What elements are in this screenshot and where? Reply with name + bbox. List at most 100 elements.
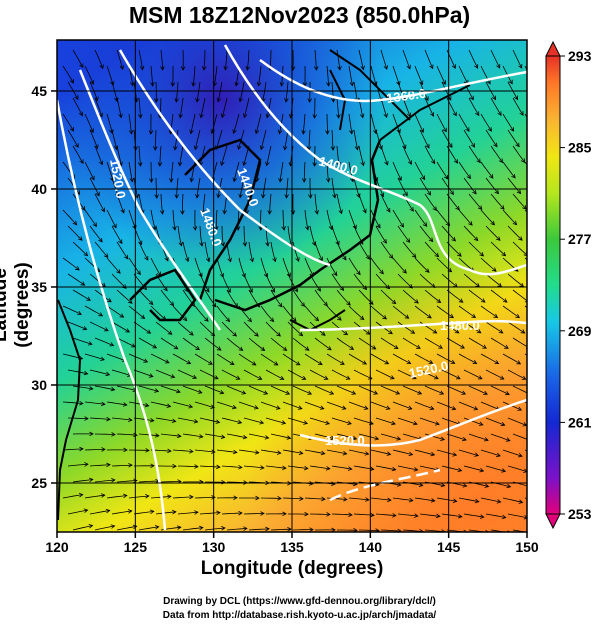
streamline-arrow <box>195 193 200 199</box>
streamline-arrow <box>216 346 222 351</box>
streamline <box>326 353 345 365</box>
streamline-arrow <box>128 129 134 135</box>
streamline-arrow <box>388 330 393 335</box>
streamline <box>348 497 369 501</box>
streamline <box>353 129 358 150</box>
streamline <box>199 321 215 337</box>
streamline <box>370 497 391 501</box>
streamline <box>480 113 492 132</box>
streamline <box>116 337 136 348</box>
streamline <box>94 433 116 435</box>
credit-data: Data from http://database.rish.kyoto-u.a… <box>162 610 437 621</box>
streamline-arrow <box>448 143 453 149</box>
streamline-arrow <box>174 194 179 199</box>
streamline-arrow <box>348 512 353 517</box>
streamline <box>190 113 196 134</box>
streamline <box>94 525 115 531</box>
streamline <box>226 289 238 308</box>
streamline-arrow <box>469 95 474 101</box>
streamline-arrow <box>286 272 291 278</box>
streamline-arrow <box>393 344 399 350</box>
streamline-arrow <box>191 82 196 87</box>
streamline <box>370 305 387 320</box>
streamline <box>490 241 506 256</box>
streamline-arrow <box>491 95 497 101</box>
streamline <box>502 305 520 318</box>
streamline <box>226 337 243 351</box>
streamline <box>424 337 443 349</box>
streamline-arrow <box>349 345 355 350</box>
streamline <box>72 385 93 390</box>
streamline-arrow <box>457 513 463 519</box>
streamline-arrow <box>518 63 523 69</box>
streamline <box>507 273 524 288</box>
streamline-arrow <box>170 82 176 87</box>
streamline <box>111 321 130 333</box>
streamline <box>284 129 289 150</box>
streamline-arrow <box>496 452 501 458</box>
streamline <box>512 241 527 256</box>
streamline-arrow <box>501 514 507 520</box>
streamline-arrow <box>303 420 308 425</box>
streamline-arrow <box>425 268 430 273</box>
streamline-arrow <box>300 302 306 307</box>
streamline-arrow <box>406 359 412 364</box>
streamline <box>106 305 124 318</box>
streamline-arrow <box>519 111 524 116</box>
streamline <box>67 417 89 420</box>
streamline-arrow <box>232 332 237 337</box>
streamline-arrow <box>320 331 326 336</box>
streamline <box>424 241 439 257</box>
streamline <box>397 465 418 471</box>
streamline-arrow <box>101 447 106 452</box>
streamline-arrow <box>279 375 285 380</box>
streamline-arrow <box>251 361 257 366</box>
streamline-arrow <box>384 160 389 166</box>
streamline-arrow <box>492 267 497 272</box>
streamline <box>397 513 418 517</box>
streamline <box>392 257 407 274</box>
streamline-arrow <box>243 113 248 119</box>
streamline-arrow <box>497 111 502 117</box>
streamline-arrow <box>396 436 402 441</box>
streamline <box>414 65 423 85</box>
streamline <box>530 226 544 240</box>
streamline <box>326 401 346 410</box>
streamline <box>204 241 210 262</box>
streamline-arrow <box>516 189 522 195</box>
streamline <box>106 257 121 274</box>
streamline <box>270 433 291 439</box>
streamline-arrow <box>128 417 133 422</box>
streamline-arrow <box>127 509 133 514</box>
streamline-arrow <box>199 241 204 247</box>
streamline-arrow <box>90 175 95 181</box>
streamline-arrow <box>167 448 172 454</box>
streamline-arrow <box>254 450 260 455</box>
streamline <box>160 289 174 306</box>
streamline <box>468 241 484 257</box>
streamline-arrow <box>539 190 543 194</box>
streamline-arrow <box>352 435 358 441</box>
streamline <box>370 353 389 365</box>
streamline-arrow <box>385 284 391 290</box>
streamline-arrow <box>536 268 540 272</box>
streamline <box>348 209 357 229</box>
streamline-arrow <box>163 286 168 292</box>
streamline <box>463 273 480 288</box>
streamline <box>507 225 523 241</box>
streamline <box>392 449 413 455</box>
streamline-arrow <box>450 359 456 364</box>
streamline-arrow <box>128 463 133 468</box>
streamline-arrow <box>331 98 336 103</box>
colorbar-gradient <box>545 55 561 515</box>
streamline-arrow <box>309 481 314 486</box>
streamline-arrow <box>286 435 292 440</box>
streamline <box>199 369 219 380</box>
streamline-arrow <box>455 375 461 380</box>
contour-lines <box>57 44 527 531</box>
streamline <box>138 241 149 261</box>
streamline <box>172 496 194 499</box>
streamline <box>62 494 83 499</box>
streamline <box>160 481 182 483</box>
streamline <box>380 337 399 349</box>
